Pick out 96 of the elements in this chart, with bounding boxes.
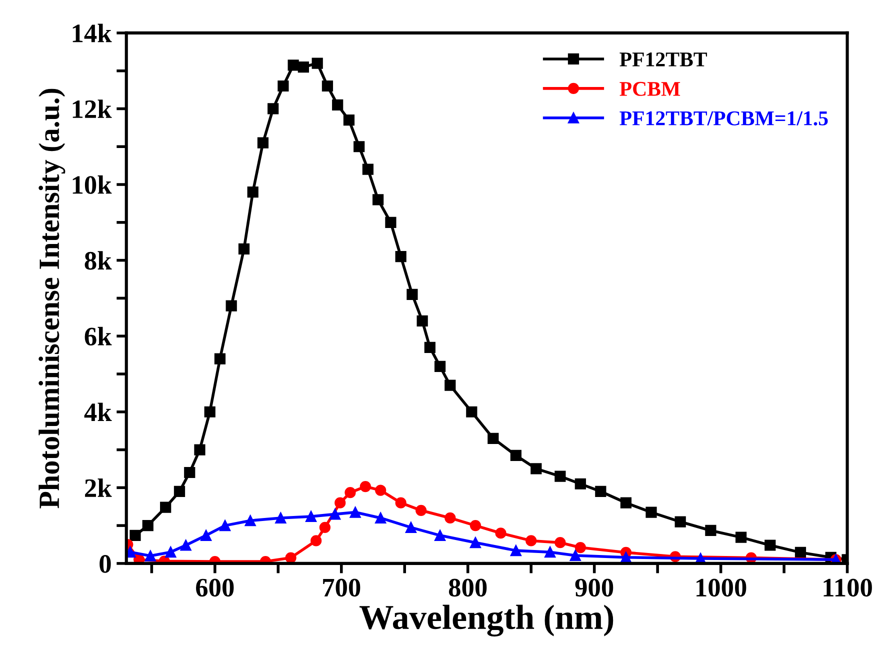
x-tick-label: 900 [575,578,614,597]
x-axis-title: Wavelength (nm) [360,604,614,636]
y-tick-label: 14k [72,24,112,42]
x-tick-label: 1100 [824,578,872,597]
y-tick-label: 10k [72,175,112,194]
point [180,540,192,551]
point [362,164,374,175]
point [466,406,478,418]
point [312,58,323,69]
point [554,537,566,548]
x-tick-label: 800 [448,578,487,597]
point [406,288,418,300]
x-tick-label: 600 [196,578,234,597]
point [395,250,406,262]
point [310,535,322,546]
y-tick-label: 0 [100,555,111,573]
point [219,520,231,532]
point [200,530,212,541]
point [495,528,506,539]
y-tick-label: 8k [84,251,112,270]
point [343,114,355,126]
y-tick-label: 12k [72,100,112,118]
point [334,497,346,508]
point [405,522,416,534]
point [510,450,522,462]
point [574,542,586,554]
point [674,516,686,528]
point [434,530,446,541]
point [288,60,299,71]
point [144,550,156,562]
y-tick-label: 2k [85,478,112,497]
point [570,550,581,562]
point [372,194,384,206]
point [226,300,237,312]
point [160,502,172,513]
point [360,480,371,492]
point [126,546,136,558]
point [385,216,396,228]
point [395,497,406,508]
point [285,552,296,564]
point [238,243,250,254]
point [444,380,456,391]
point [434,360,446,372]
legend-label: PCBM [620,82,680,96]
point [165,546,176,558]
point [350,506,361,518]
point [257,137,269,148]
point [544,546,556,558]
point [416,315,428,326]
point [268,103,279,114]
point [574,478,586,490]
point [330,508,341,520]
point [142,520,154,532]
y-tick-label: 4k [84,402,112,422]
point [344,487,356,498]
point [705,524,716,536]
point [424,342,436,354]
point [444,512,456,524]
point [319,522,330,534]
legend-label: PF12TBT [620,52,707,66]
point [554,470,566,482]
point [764,540,776,551]
point [794,546,806,558]
point [595,486,606,498]
point [735,532,747,543]
x-tick-label: 1000 [696,578,746,597]
point [298,61,309,73]
point [375,512,386,524]
point [416,504,427,516]
point [354,141,365,152]
legend-label: PF12TBT/PCBM=1/1.5 [620,111,828,126]
point [278,80,289,92]
point [375,484,386,496]
point [247,186,258,198]
point [488,432,499,444]
point [184,466,196,478]
point [174,486,186,498]
point [620,497,632,508]
point [194,444,206,456]
point [526,535,537,546]
y-tick-label: 6k [84,326,112,346]
y-axis-title: Photoluminiscense Intensity (a.u.) [38,88,66,508]
point [322,80,334,92]
point [244,515,256,526]
point [646,506,657,518]
point [510,545,522,556]
point [530,463,542,474]
point [470,520,482,532]
point [332,99,344,110]
point [275,512,286,524]
point [470,537,482,548]
point [214,353,226,364]
x-tick-label: 700 [323,578,360,597]
point [204,406,216,418]
point [130,530,141,541]
point [305,510,317,522]
